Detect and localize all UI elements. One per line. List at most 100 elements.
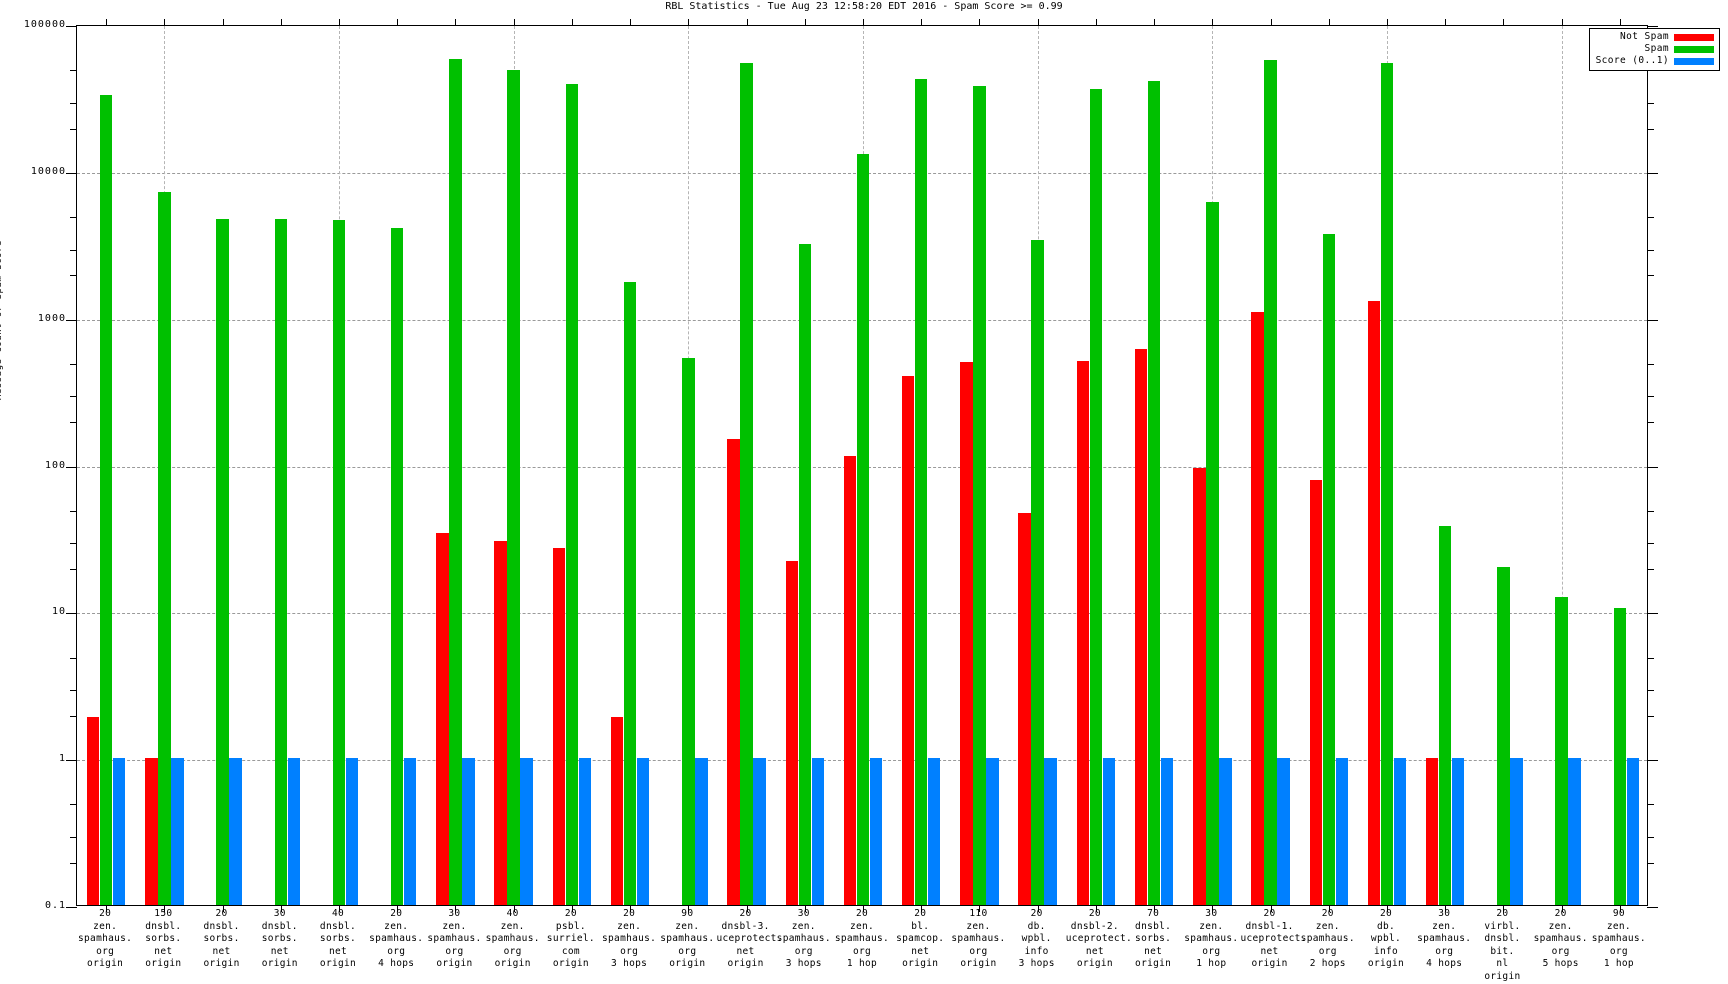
bar-notspam[interactable] [1193, 468, 1206, 905]
bar-score[interactable] [1160, 758, 1174, 905]
y-axis-minor-tick [70, 70, 77, 72]
x-tick-label: 20 virbl. dnsbl. bit. nl origin [1484, 908, 1521, 982]
bar-spam[interactable] [973, 85, 986, 905]
x-tick-label: 20 dnsbl-3. uceprotect. net origin [716, 908, 783, 970]
bar-score[interactable] [927, 758, 941, 905]
bar-notspam[interactable] [960, 361, 973, 905]
x-axis-tick [1561, 19, 1563, 26]
bar-group [1018, 26, 1057, 905]
bar-spam[interactable] [216, 218, 229, 905]
bar-spam[interactable] [682, 358, 695, 905]
bar-score[interactable] [1568, 758, 1581, 905]
bar-spam[interactable] [1438, 526, 1452, 905]
bar-score[interactable] [1451, 758, 1465, 905]
bar-spam[interactable] [1147, 80, 1161, 905]
x-axis-tick [513, 19, 515, 26]
bar-spam[interactable] [1264, 59, 1277, 905]
bar-notspam[interactable] [1251, 311, 1264, 905]
bar-group [436, 26, 475, 905]
bar-notspam[interactable] [727, 438, 740, 905]
bar-score[interactable] [695, 758, 708, 905]
bar-group [86, 26, 126, 905]
bar-notspam[interactable] [610, 717, 624, 905]
bar-spam[interactable] [914, 79, 928, 905]
bar-score[interactable] [287, 758, 301, 905]
bar-groups [77, 26, 1647, 905]
bar-score[interactable] [112, 758, 126, 905]
bar-score[interactable] [869, 758, 883, 905]
bar-spam[interactable] [1497, 567, 1510, 905]
bar-score[interactable] [345, 758, 359, 905]
x-tick-label: 20 dnsbl. sorbs. net origin [203, 908, 240, 970]
bar-spam[interactable] [856, 154, 870, 905]
bar-score[interactable] [1335, 758, 1349, 905]
x-tick-label: 70 dnsbl. sorbs. net origin [1135, 908, 1172, 970]
bar-score[interactable] [636, 758, 650, 905]
bar-notspam[interactable] [1134, 349, 1148, 905]
bar-score[interactable] [578, 758, 592, 905]
bar-spam[interactable] [332, 219, 346, 905]
bar-score[interactable] [1277, 758, 1290, 905]
bar-notspam[interactable] [785, 561, 799, 905]
bar-notspam[interactable] [1425, 758, 1439, 905]
x-tick-label: 40 dnsbl. sorbs. net origin [319, 908, 357, 970]
bar-spam[interactable] [1613, 608, 1627, 905]
x-axis-tick [571, 905, 573, 912]
bar-score[interactable] [462, 758, 475, 905]
bar-spam[interactable] [1089, 89, 1103, 905]
bar-notspam[interactable] [494, 541, 507, 905]
bar-notspam[interactable] [901, 376, 915, 905]
bar-spam[interactable] [1380, 63, 1394, 905]
x-axis-tick [1037, 905, 1039, 912]
y-axis-minor-tick [70, 569, 77, 571]
bar-spam[interactable] [798, 243, 812, 905]
bar-score[interactable] [1219, 758, 1232, 905]
bar-score[interactable] [229, 758, 242, 905]
bar-notspam[interactable] [1018, 512, 1031, 905]
bar-score[interactable] [520, 758, 533, 905]
bar-score[interactable] [1102, 758, 1116, 905]
bar-spam[interactable] [623, 281, 637, 905]
bar-notspam[interactable] [145, 758, 158, 905]
bar-score[interactable] [811, 758, 825, 905]
x-axis-tick [339, 19, 340, 26]
bar-score[interactable] [1510, 758, 1523, 905]
bar-notspam[interactable] [1367, 300, 1381, 905]
bar-spam[interactable] [1031, 239, 1044, 905]
x-tick-label: 20 db. wpbl. info origin [1367, 908, 1405, 970]
bar-spam[interactable] [390, 227, 404, 905]
bar-spam[interactable] [158, 191, 171, 905]
x-tick-label: 20 dnsbl-1. uceprotect. net origin [1240, 908, 1307, 970]
bar-score[interactable] [1626, 758, 1640, 905]
y-axis-minor-tick [70, 804, 77, 806]
bar-spam[interactable] [565, 84, 579, 905]
bar-notspam[interactable] [1076, 360, 1090, 905]
bar-notspam[interactable] [436, 533, 449, 905]
y-axis-minor-tick [70, 657, 77, 659]
bar-spam[interactable] [507, 69, 520, 905]
y-axis-tick [66, 319, 77, 321]
bar-notspam[interactable] [843, 455, 857, 905]
bar-notspam[interactable] [552, 548, 566, 905]
bar-score[interactable] [171, 758, 184, 905]
y-axis-minor-tick [70, 510, 77, 512]
bar-score[interactable] [986, 758, 999, 905]
bar-spam[interactable] [1206, 202, 1219, 905]
bar-score[interactable] [403, 758, 417, 905]
bar-spam[interactable] [1555, 597, 1568, 905]
bar-spam[interactable] [740, 63, 753, 905]
bar-group [1251, 26, 1290, 905]
bar-spam[interactable] [274, 218, 288, 905]
bar-score[interactable] [1044, 758, 1057, 905]
bar-score[interactable] [1393, 758, 1407, 905]
legend-label: Not Spam [1620, 31, 1669, 42]
legend-item: Score (0..1) [1593, 55, 1717, 67]
bar-spam[interactable] [1322, 234, 1336, 905]
bar-group [378, 26, 417, 905]
bar-score[interactable] [753, 758, 766, 905]
bar-notspam[interactable] [1309, 480, 1323, 905]
bar-spam[interactable] [99, 94, 113, 905]
x-axis-tick [1445, 19, 1447, 26]
bar-spam[interactable] [449, 58, 462, 905]
bar-notspam[interactable] [86, 717, 100, 905]
